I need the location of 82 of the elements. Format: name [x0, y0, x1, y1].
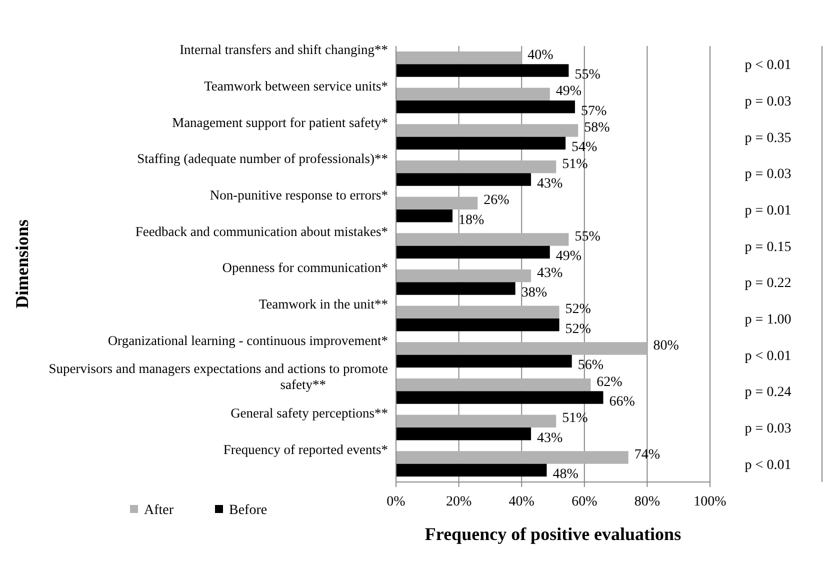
y-tick-label: Organizational learning - continuous improvement* — [108, 332, 388, 348]
text: p = 0.03 — [744, 422, 792, 436]
bar — [396, 100, 575, 114]
y-tick-label: Openness for communication* — [222, 260, 388, 276]
y-tick-label: Staffing (adequate number of professionals)** — [137, 151, 388, 166]
x-tick-label: 20% — [446, 494, 472, 510]
bar — [396, 269, 532, 282]
y-tick-label: Teamwork between service units* — [204, 78, 388, 94]
bar — [396, 306, 560, 318]
data-label: 18% — [458, 212, 485, 228]
data-label: 26% — [484, 193, 510, 208]
bar — [396, 88, 550, 100]
bar — [396, 196, 478, 210]
data-label: 52% — [565, 322, 592, 337]
data-label: 43% — [537, 266, 564, 281]
bar — [396, 414, 556, 428]
data-label: 49% — [556, 84, 582, 100]
text: p = 0.22 — [744, 276, 792, 292]
y-tick-label: Management support for patient safety* — [172, 114, 388, 130]
x-tick-label: 100% — [694, 494, 727, 510]
bar — [396, 136, 566, 150]
y-tick-label: Feedback and communication about mistakes* — [135, 224, 388, 239]
data-label: 58% — [584, 120, 610, 136]
x-tick-label: 80% — [634, 494, 660, 510]
bar — [396, 391, 604, 404]
data-label: 43% — [537, 430, 564, 446]
data-label: 66% — [609, 394, 636, 410]
bar — [396, 428, 532, 440]
x-tick-label: 60% — [572, 494, 598, 510]
bar — [396, 378, 591, 392]
text: p = 0.15 — [744, 240, 792, 255]
bar — [396, 210, 453, 222]
text: p = 0.35 — [744, 130, 792, 146]
bar — [396, 233, 569, 246]
text: p = 1.00 — [744, 312, 792, 328]
text: p < 0.01 — [744, 458, 792, 473]
data-label: 56% — [578, 358, 604, 374]
x-axis-title: Frequency of positive evaluations — [424, 524, 682, 544]
y-axis-title: Dimensions — [12, 219, 32, 309]
data-label: 51% — [562, 411, 588, 426]
x-tick-label: 40% — [508, 494, 535, 510]
data-label: 80% — [653, 338, 680, 354]
legend-label: Before — [229, 503, 268, 518]
bar — [396, 451, 628, 464]
text: p = 0.03 — [744, 94, 792, 110]
y-tick-label: Supervisors and managers expectations and actions to promote safety** — [48, 361, 388, 392]
data-label: 48% — [552, 467, 579, 482]
bar — [396, 342, 648, 355]
text: p = 0.01 — [744, 204, 792, 218]
y-tick-label: Non-punitive response to errors* — [210, 188, 388, 202]
bar — [396, 318, 560, 332]
y-tick-label: Frequency of reported events* — [223, 442, 388, 457]
bar — [396, 124, 578, 137]
bar — [396, 51, 522, 64]
bar — [396, 160, 556, 174]
data-label: 54% — [572, 140, 598, 156]
data-label: 38% — [521, 286, 548, 301]
data-label: 52% — [565, 302, 592, 318]
bar — [396, 173, 532, 186]
text: p = 0.03 — [744, 167, 792, 182]
y-tick-label: Internal transfers and shift changing** — [180, 42, 388, 58]
y-tick-label: Teamwork in the unit** — [258, 296, 388, 312]
data-label: 74% — [634, 447, 660, 462]
data-label: 49% — [556, 249, 582, 264]
data-label: 57% — [580, 104, 607, 119]
text: p = 0.24 — [744, 385, 792, 400]
bar — [396, 354, 572, 368]
data-label: 43% — [537, 176, 564, 192]
x-tick-label: 0% — [386, 494, 406, 510]
data-label: 55% — [574, 229, 601, 244]
bar — [396, 246, 550, 259]
data-label: 40% — [528, 48, 554, 63]
data-label: 62% — [596, 374, 623, 390]
text: p < 0.01 — [744, 348, 792, 364]
bar — [396, 464, 547, 477]
bar — [396, 64, 569, 77]
bar — [396, 282, 516, 295]
y-tick-label: General safety perceptions** — [230, 406, 388, 420]
text: p < 0.01 — [744, 58, 792, 74]
data-label: 51% — [562, 156, 588, 172]
legend-label: After — [144, 503, 174, 518]
data-label: 55% — [574, 68, 601, 83]
